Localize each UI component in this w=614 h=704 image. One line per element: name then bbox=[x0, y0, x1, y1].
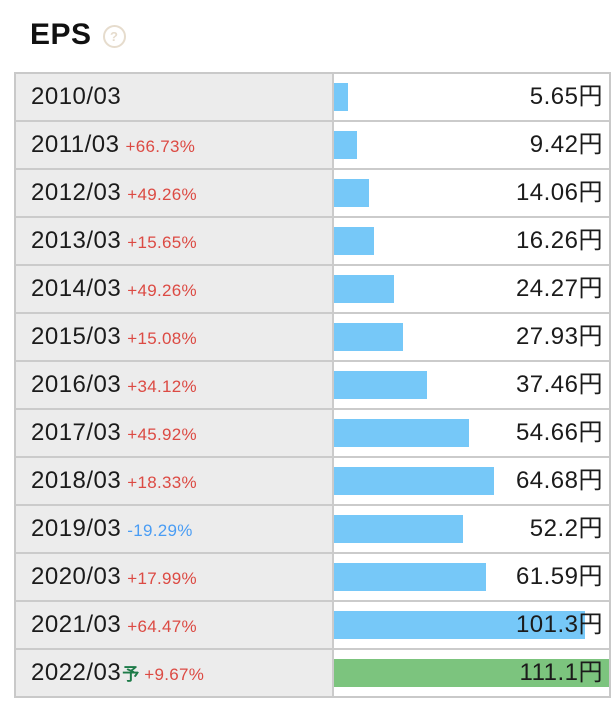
eps-bar bbox=[334, 83, 348, 111]
value-cell: 24.27円 bbox=[334, 266, 609, 312]
table-row: 2011/03 +66.73% 9.42円 bbox=[16, 122, 609, 170]
eps-value: 9.42円 bbox=[529, 131, 603, 158]
eps-value: 52.2円 bbox=[529, 515, 603, 542]
forecast-mark: 予 bbox=[122, 665, 140, 684]
period-cell: 2011/03 +66.73% bbox=[16, 122, 334, 168]
eps-bar bbox=[334, 515, 464, 543]
eps-value: 64.68円 bbox=[515, 467, 603, 494]
table-row: 2015/03 +15.08% 27.93円 bbox=[16, 314, 609, 362]
change-percent: +9.67% bbox=[144, 665, 205, 684]
change-percent: +15.65% bbox=[127, 233, 197, 252]
change-percent: +64.47% bbox=[127, 617, 197, 636]
table-row: 2013/03 +15.65% 16.26円 bbox=[16, 218, 609, 266]
period-cell: 2020/03 +17.99% bbox=[16, 554, 334, 600]
change-percent: +45.92% bbox=[127, 425, 197, 444]
period-label: 2020/03 bbox=[31, 563, 122, 590]
period-cell: 2017/03 +45.92% bbox=[16, 410, 334, 456]
eps-value: 27.93円 bbox=[515, 323, 603, 350]
period-cell: 2016/03 +34.12% bbox=[16, 362, 334, 408]
value-cell: 16.26円 bbox=[334, 218, 609, 264]
period-label: 2016/03 bbox=[31, 371, 122, 398]
table-row: 2016/03 +34.12% 37.46円 bbox=[16, 362, 609, 410]
change-percent: +66.73% bbox=[125, 137, 196, 156]
table-row: 2017/03 +45.92% 54.66円 bbox=[16, 410, 609, 458]
period-label: 2022/03 bbox=[31, 659, 122, 686]
eps-table: 2010/03 5.65円 2011/03 +66.73% 9.42円 2012/… bbox=[14, 72, 611, 698]
panel-header: EPS ? bbox=[0, 0, 614, 60]
period-label: 2011/03 bbox=[31, 131, 120, 158]
period-label: 2018/03 bbox=[31, 467, 122, 494]
period-cell: 2014/03 +49.26% bbox=[16, 266, 334, 312]
period-label: 2019/03 bbox=[31, 515, 122, 542]
period-cell: 2019/03 -19.29% bbox=[16, 506, 334, 552]
change-percent: +17.99% bbox=[127, 569, 197, 588]
eps-value: 37.46円 bbox=[515, 371, 603, 398]
table-row: 2019/03 -19.29% 52.2円 bbox=[16, 506, 609, 554]
eps-bar bbox=[334, 323, 404, 351]
period-label: 2012/03 bbox=[31, 179, 122, 206]
change-percent: +15.08% bbox=[127, 329, 197, 348]
table-row: 2018/03 +18.33% 64.68円 bbox=[16, 458, 609, 506]
table-row: 2021/03 +64.47% 101.3円 bbox=[16, 602, 609, 650]
table-row: 2010/03 5.65円 bbox=[16, 74, 609, 122]
eps-value: 5.65円 bbox=[529, 83, 603, 110]
period-label: 2013/03 bbox=[31, 227, 122, 254]
page-title: EPS bbox=[30, 18, 92, 51]
change-percent: -19.29% bbox=[127, 521, 193, 540]
table-row: 2014/03 +49.26% 24.27円 bbox=[16, 266, 609, 314]
change-percent: +49.26% bbox=[127, 281, 197, 300]
period-cell: 2022/03予 +9.67% bbox=[16, 650, 334, 696]
change-percent: +18.33% bbox=[127, 473, 197, 492]
value-cell: 14.06円 bbox=[334, 170, 609, 216]
value-cell: 61.59円 bbox=[334, 554, 609, 600]
eps-bar bbox=[334, 131, 358, 159]
period-label: 2010/03 bbox=[31, 83, 122, 110]
eps-bar bbox=[334, 659, 609, 687]
value-cell: 37.46円 bbox=[334, 362, 609, 408]
eps-value: 101.3円 bbox=[515, 611, 603, 638]
value-cell: 54.66円 bbox=[334, 410, 609, 456]
eps-value: 54.66円 bbox=[515, 419, 603, 446]
period-label: 2017/03 bbox=[31, 419, 122, 446]
eps-value: 14.06円 bbox=[515, 179, 603, 206]
value-cell: 52.2円 bbox=[334, 506, 609, 552]
period-label: 2014/03 bbox=[31, 275, 122, 302]
period-cell: 2021/03 +64.47% bbox=[16, 602, 334, 648]
period-cell: 2013/03 +15.65% bbox=[16, 218, 334, 264]
table-row: 2022/03予 +9.67% 111.1円 bbox=[16, 650, 609, 696]
period-label: 2021/03 bbox=[31, 611, 122, 638]
eps-bar bbox=[334, 371, 427, 399]
help-icon[interactable]: ? bbox=[102, 24, 126, 48]
value-cell: 9.42円 bbox=[334, 122, 609, 168]
period-label: 2015/03 bbox=[31, 323, 122, 350]
value-cell: 27.93円 bbox=[334, 314, 609, 360]
eps-value: 61.59円 bbox=[515, 563, 603, 590]
period-cell: 2018/03 +18.33% bbox=[16, 458, 334, 504]
eps-bar bbox=[334, 419, 470, 447]
value-cell: 111.1円 bbox=[334, 650, 609, 696]
eps-bar bbox=[334, 179, 369, 207]
value-cell: 101.3円 bbox=[334, 602, 609, 648]
eps-value: 16.26円 bbox=[515, 227, 603, 254]
eps-bar bbox=[334, 611, 585, 639]
value-cell: 5.65円 bbox=[334, 74, 609, 120]
period-cell: 2015/03 +15.08% bbox=[16, 314, 334, 360]
period-cell: 2010/03 bbox=[16, 74, 334, 120]
eps-bar bbox=[334, 275, 395, 303]
period-cell: 2012/03 +49.26% bbox=[16, 170, 334, 216]
table-row: 2020/03 +17.99% 61.59円 bbox=[16, 554, 609, 602]
eps-bar bbox=[334, 467, 495, 495]
eps-bar bbox=[334, 227, 375, 255]
eps-bar bbox=[334, 563, 487, 591]
table-row: 2012/03 +49.26% 14.06円 bbox=[16, 170, 609, 218]
value-cell: 64.68円 bbox=[334, 458, 609, 504]
eps-value: 24.27円 bbox=[515, 275, 603, 302]
eps-value: 111.1円 bbox=[519, 659, 603, 686]
change-percent: +34.12% bbox=[127, 377, 197, 396]
change-percent: +49.26% bbox=[127, 185, 197, 204]
